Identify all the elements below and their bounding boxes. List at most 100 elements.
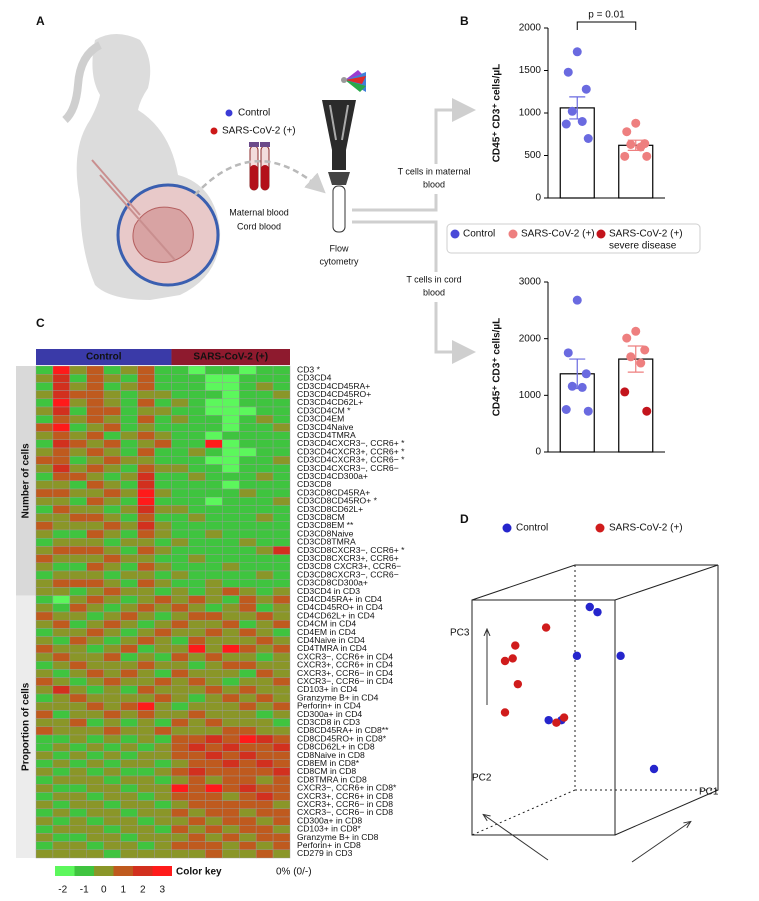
heatmap-cell (103, 505, 121, 514)
color-key-tick: -2 (58, 885, 67, 896)
heatmap-cell (188, 652, 206, 662)
heatmap-cell (255, 644, 274, 654)
heatmap-cell (272, 390, 291, 400)
heatmap-cell (205, 472, 223, 482)
heatmap-cell (86, 497, 104, 506)
data-point (577, 117, 587, 126)
row-label: CD300a+ in CD4 (297, 709, 362, 719)
row-label: CXCR3−, CCR6+ in CD4 (297, 651, 393, 661)
heatmap-cell (52, 570, 71, 580)
heatmap-cell (171, 579, 189, 588)
heatmap-cell (154, 554, 172, 563)
axis-label: PC3 (450, 628, 470, 639)
heatmap-cell (52, 456, 71, 465)
heatmap-cell (52, 620, 71, 629)
heatmap-cell (188, 734, 206, 744)
heatmap-cell (171, 669, 189, 678)
heatmap-cell (120, 562, 138, 572)
heatmap-cell (86, 521, 104, 531)
heatmap-cell (120, 447, 138, 457)
heatmap-cell (103, 447, 121, 457)
heatmap-cell (103, 374, 121, 383)
heatmap-cell (171, 570, 189, 580)
heatmap-cell (238, 365, 257, 375)
heatmap-cell (205, 423, 223, 432)
heatmap-cell (222, 415, 240, 424)
heatmap-cell (35, 529, 54, 539)
row-label: CD3CD4CD62L+ (297, 397, 363, 407)
color-key-tick: 1 (120, 885, 126, 896)
heatmap-cell (205, 439, 223, 449)
heatmap-cell (69, 833, 88, 842)
row-label: CD8CD45RA+ in CD8** (297, 725, 389, 735)
data-point (572, 47, 582, 57)
heatmap-cell (69, 554, 88, 563)
heatmap-cell (154, 521, 172, 531)
heatmap-cell (222, 587, 240, 596)
heatmap-cell (205, 521, 223, 531)
row-label: CD3CD4Naive (297, 422, 354, 432)
heatmap-cell (103, 636, 121, 645)
heatmap-cell (238, 439, 257, 449)
data-point (513, 679, 523, 689)
panel-label: B (460, 14, 469, 28)
heatmap-cell (154, 390, 172, 400)
heatmap-cell (52, 685, 71, 695)
heatmap-cell (86, 726, 104, 736)
heatmap-cell (86, 480, 104, 490)
heatmap-cell (137, 447, 155, 457)
heatmap-cell (255, 587, 274, 596)
heatmap-cell (205, 570, 223, 580)
heatmap-cell (52, 472, 71, 482)
color-key-tick: 2 (140, 885, 146, 896)
heatmap-cell (222, 546, 240, 555)
heatmap-cell (52, 464, 71, 473)
column-group-label: SARS-CoV-2 (+) (193, 352, 268, 363)
heatmap-cell (52, 718, 71, 727)
heatmap-cell (171, 538, 189, 547)
heatmap-cell (154, 546, 172, 555)
heatmap-cell (137, 652, 155, 662)
heatmap-cell (222, 644, 240, 654)
heatmap-cell (137, 644, 155, 654)
heatmap-cell (52, 423, 71, 432)
heatmap-cell (171, 365, 189, 375)
heatmap-cell (69, 382, 88, 391)
heatmap-cell (154, 595, 172, 604)
heatmap-cell (255, 406, 274, 416)
heatmap-cell (171, 554, 189, 563)
row-label: CXCR3+, CCR6+ in CD8 (297, 791, 393, 801)
heatmap-cell (205, 628, 223, 637)
heatmap-cell (35, 554, 54, 563)
heatmap-cell (255, 652, 274, 662)
heatmap-cell (120, 808, 138, 818)
data-point (622, 127, 632, 137)
row-label: CD3CD4 in CD3 (297, 586, 360, 596)
row-label: CD3CD4CM * (297, 405, 351, 415)
heatmap-cell (52, 374, 71, 383)
heatmap-cell (35, 579, 54, 588)
heatmap-cell (171, 628, 189, 637)
heatmap-cell (188, 718, 206, 727)
heatmap-cell (35, 595, 54, 604)
heatmap-cell (255, 726, 274, 736)
heatmap-cell (86, 513, 104, 522)
heatmap-cell (137, 767, 155, 777)
heatmap-cell (120, 579, 138, 588)
heatmap-cell (171, 620, 189, 629)
heatmap-cell (238, 808, 257, 818)
data-point (626, 352, 636, 362)
heatmap-cell (188, 751, 206, 760)
heatmap-cell (103, 521, 121, 531)
heatmap-cell (222, 464, 240, 473)
heatmap-cell (69, 464, 88, 473)
heatmap-cell (35, 833, 54, 842)
heatmap-cell (188, 480, 206, 490)
heatmap-cell (69, 702, 88, 711)
heatmap-cell (255, 554, 274, 563)
heatmap-cell (222, 382, 240, 391)
heatmap-cell (103, 423, 121, 432)
heatmap-cell (188, 554, 206, 563)
heatmap-cell (103, 734, 121, 744)
heatmap-cell (255, 743, 274, 752)
